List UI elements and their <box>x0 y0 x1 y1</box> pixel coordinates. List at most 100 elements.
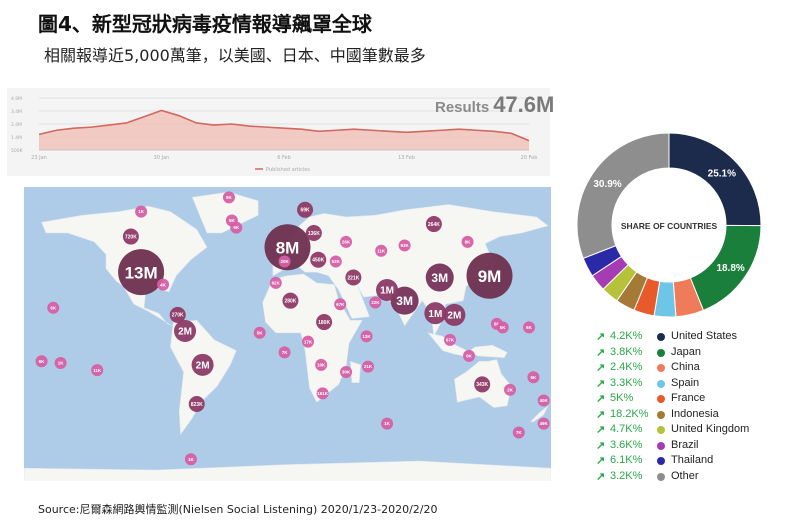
legend-swatch <box>657 333 665 341</box>
map-bubble-label: 6K <box>50 305 57 310</box>
map-bubble <box>340 365 353 378</box>
map-bubble-label: 8K <box>494 321 501 326</box>
legend-country: Japan <box>671 345 701 358</box>
map-bubble <box>369 296 382 309</box>
map-bubble-label: 22K <box>371 300 380 305</box>
map-bubble-label: 5K <box>229 218 236 223</box>
map-bubble <box>174 319 197 342</box>
map-bubble-label: 3M <box>431 271 448 285</box>
map-bubble-label: 1K <box>58 361 65 366</box>
donut-slice-label: 18.8% <box>716 263 744 274</box>
legend-item: ↗ 3.8K% Japan <box>596 346 796 360</box>
legend-country: Other <box>671 469 699 482</box>
map-bubble-label: 823K <box>191 402 203 408</box>
map-bubble-label: 40K <box>540 398 549 403</box>
map-bubble-label: 17K <box>304 339 313 344</box>
timeline-x-tick: 23 Jan <box>31 155 47 161</box>
legend-swatch <box>657 395 665 403</box>
timeline-legend-label: Published articles <box>266 167 310 173</box>
legend-item: ↗ 3.6K% Brazil <box>596 439 796 453</box>
map-bubble-label: 1M <box>428 309 442 320</box>
map-bubble-label: 21K <box>364 364 373 369</box>
legend-country: Indonesia <box>671 407 719 420</box>
map-bubble-label: 6K <box>526 325 533 330</box>
timeline-y-tick: 2.4M <box>11 122 22 128</box>
map-bubble <box>222 191 235 204</box>
land-mass <box>529 405 549 423</box>
map-bubble-label: 161K <box>317 391 329 396</box>
map-bubble <box>340 235 353 248</box>
map-bubble <box>35 355 48 368</box>
share-of-countries-donut: 25.1% 18.8% 30.9% SHARE OF COUNTRIES <box>576 132 762 318</box>
map-bubble-label: 3M <box>396 294 413 308</box>
map-bubble-label: 1M <box>380 286 394 297</box>
map-bubble <box>527 371 540 384</box>
map-bubble-label: 9K <box>226 195 233 200</box>
trend-up-icon: ↗ <box>596 346 606 359</box>
map-bubble <box>345 269 362 286</box>
map-bubble <box>54 357 67 370</box>
map-bubble <box>443 333 456 346</box>
legend-change: 3.6K% <box>610 438 643 451</box>
trend-up-icon: ↗ <box>596 331 606 343</box>
legend-swatch <box>657 348 665 357</box>
legend-swatch <box>657 410 665 419</box>
legend-change: 3.8K% <box>610 345 643 358</box>
map-bubble-label: 343K <box>476 382 488 388</box>
donut-slice <box>576 132 670 259</box>
legend-country: United States <box>671 330 738 342</box>
map-bubble-label: 180K <box>318 320 330 326</box>
map-bubble-label: 280K <box>284 298 296 304</box>
timeline-y-tick: 4.9M <box>11 96 22 102</box>
legend-country: Brazil <box>671 438 699 451</box>
map-bubble-label: 69K <box>300 208 310 214</box>
legend-item: ↗ 4.7K% United Kingdom <box>596 423 796 437</box>
map-bubble-label: 8M <box>276 238 300 257</box>
map-bubble <box>362 360 375 373</box>
map-bubble <box>169 306 186 323</box>
map-bubble <box>191 353 214 376</box>
legend-item: ↗ 18.2K% Indonesia <box>596 408 796 422</box>
map-bubble-label: 20K <box>280 259 289 264</box>
trend-up-icon: ↗ <box>596 470 606 483</box>
map-bubble <box>496 321 509 334</box>
map-bubble <box>398 239 411 252</box>
legend-item: ↗ 5K% France <box>596 392 796 406</box>
map-bubble-label: 2K <box>507 387 514 392</box>
map-bubble <box>523 321 536 334</box>
map-bubble-label: 2M <box>196 360 210 371</box>
timeline-area <box>39 110 529 150</box>
map-bubble-label: 67K <box>446 338 455 343</box>
legend-country: France <box>671 392 706 404</box>
map-bubble <box>463 349 476 362</box>
map-bubble <box>425 216 442 233</box>
map-bubble-label: 26K <box>342 240 351 245</box>
legend-country: United Kingdom <box>671 423 750 435</box>
map-bubble <box>376 278 399 301</box>
map-bubble <box>301 335 314 348</box>
trend-up-icon: ↗ <box>596 408 606 421</box>
map-bubble <box>253 326 266 339</box>
map-bubble <box>315 358 328 371</box>
map-bubble <box>91 364 104 377</box>
legend-change: 4.2K% <box>610 330 643 342</box>
page-title: 圖4、新型冠狀病毒疫情報導飆罩全球 <box>38 12 372 36</box>
map-bubble <box>135 205 148 218</box>
map-bubble <box>122 228 139 245</box>
trend-up-icon: ↗ <box>596 424 606 436</box>
map-bubble <box>269 276 282 289</box>
timeline-x-tick: 20 Feb <box>521 155 538 161</box>
trend-up-icon: ↗ <box>596 455 606 467</box>
map-bubble-label: 221K <box>347 275 359 281</box>
map-bubble <box>504 383 517 396</box>
legend-swatch <box>657 457 665 465</box>
map-bubble-label: 52K <box>332 259 341 264</box>
map-bubble-label: 62K <box>272 280 281 285</box>
map-bubble <box>390 286 419 315</box>
timeline-x-tick: 30 Jan <box>154 155 170 161</box>
timeline-svg: 4.9M 3.4M 2.4M 1.4M 500K 23 Jan 30 Jan 6 Feb 13 … <box>11 96 538 173</box>
map-bubble-label: 30K <box>342 370 351 375</box>
map-bubble <box>310 251 327 268</box>
map-bubble <box>425 263 454 292</box>
legend-swatch <box>657 426 665 434</box>
